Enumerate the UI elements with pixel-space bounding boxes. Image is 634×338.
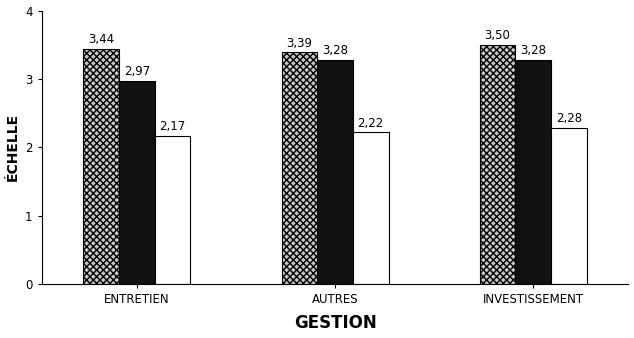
Text: 2,17: 2,17 bbox=[159, 120, 186, 133]
Text: 2,22: 2,22 bbox=[358, 117, 384, 129]
Bar bbox=[353, 132, 389, 284]
Bar bbox=[281, 52, 317, 284]
Bar bbox=[119, 81, 155, 284]
Bar bbox=[515, 60, 551, 284]
Text: 3,28: 3,28 bbox=[322, 44, 348, 57]
Text: 2,28: 2,28 bbox=[556, 113, 582, 125]
Text: 3,28: 3,28 bbox=[521, 44, 547, 57]
Bar bbox=[551, 128, 587, 284]
Text: 3,44: 3,44 bbox=[88, 33, 114, 46]
Y-axis label: ÉCHELLE: ÉCHELLE bbox=[6, 113, 20, 182]
Text: 3,50: 3,50 bbox=[484, 29, 510, 42]
Text: 3,39: 3,39 bbox=[287, 37, 313, 50]
Bar bbox=[317, 60, 353, 284]
Bar bbox=[83, 49, 119, 284]
X-axis label: GESTION: GESTION bbox=[294, 314, 377, 333]
Text: 2,97: 2,97 bbox=[124, 65, 150, 78]
Bar bbox=[155, 136, 190, 284]
Bar bbox=[480, 45, 515, 284]
